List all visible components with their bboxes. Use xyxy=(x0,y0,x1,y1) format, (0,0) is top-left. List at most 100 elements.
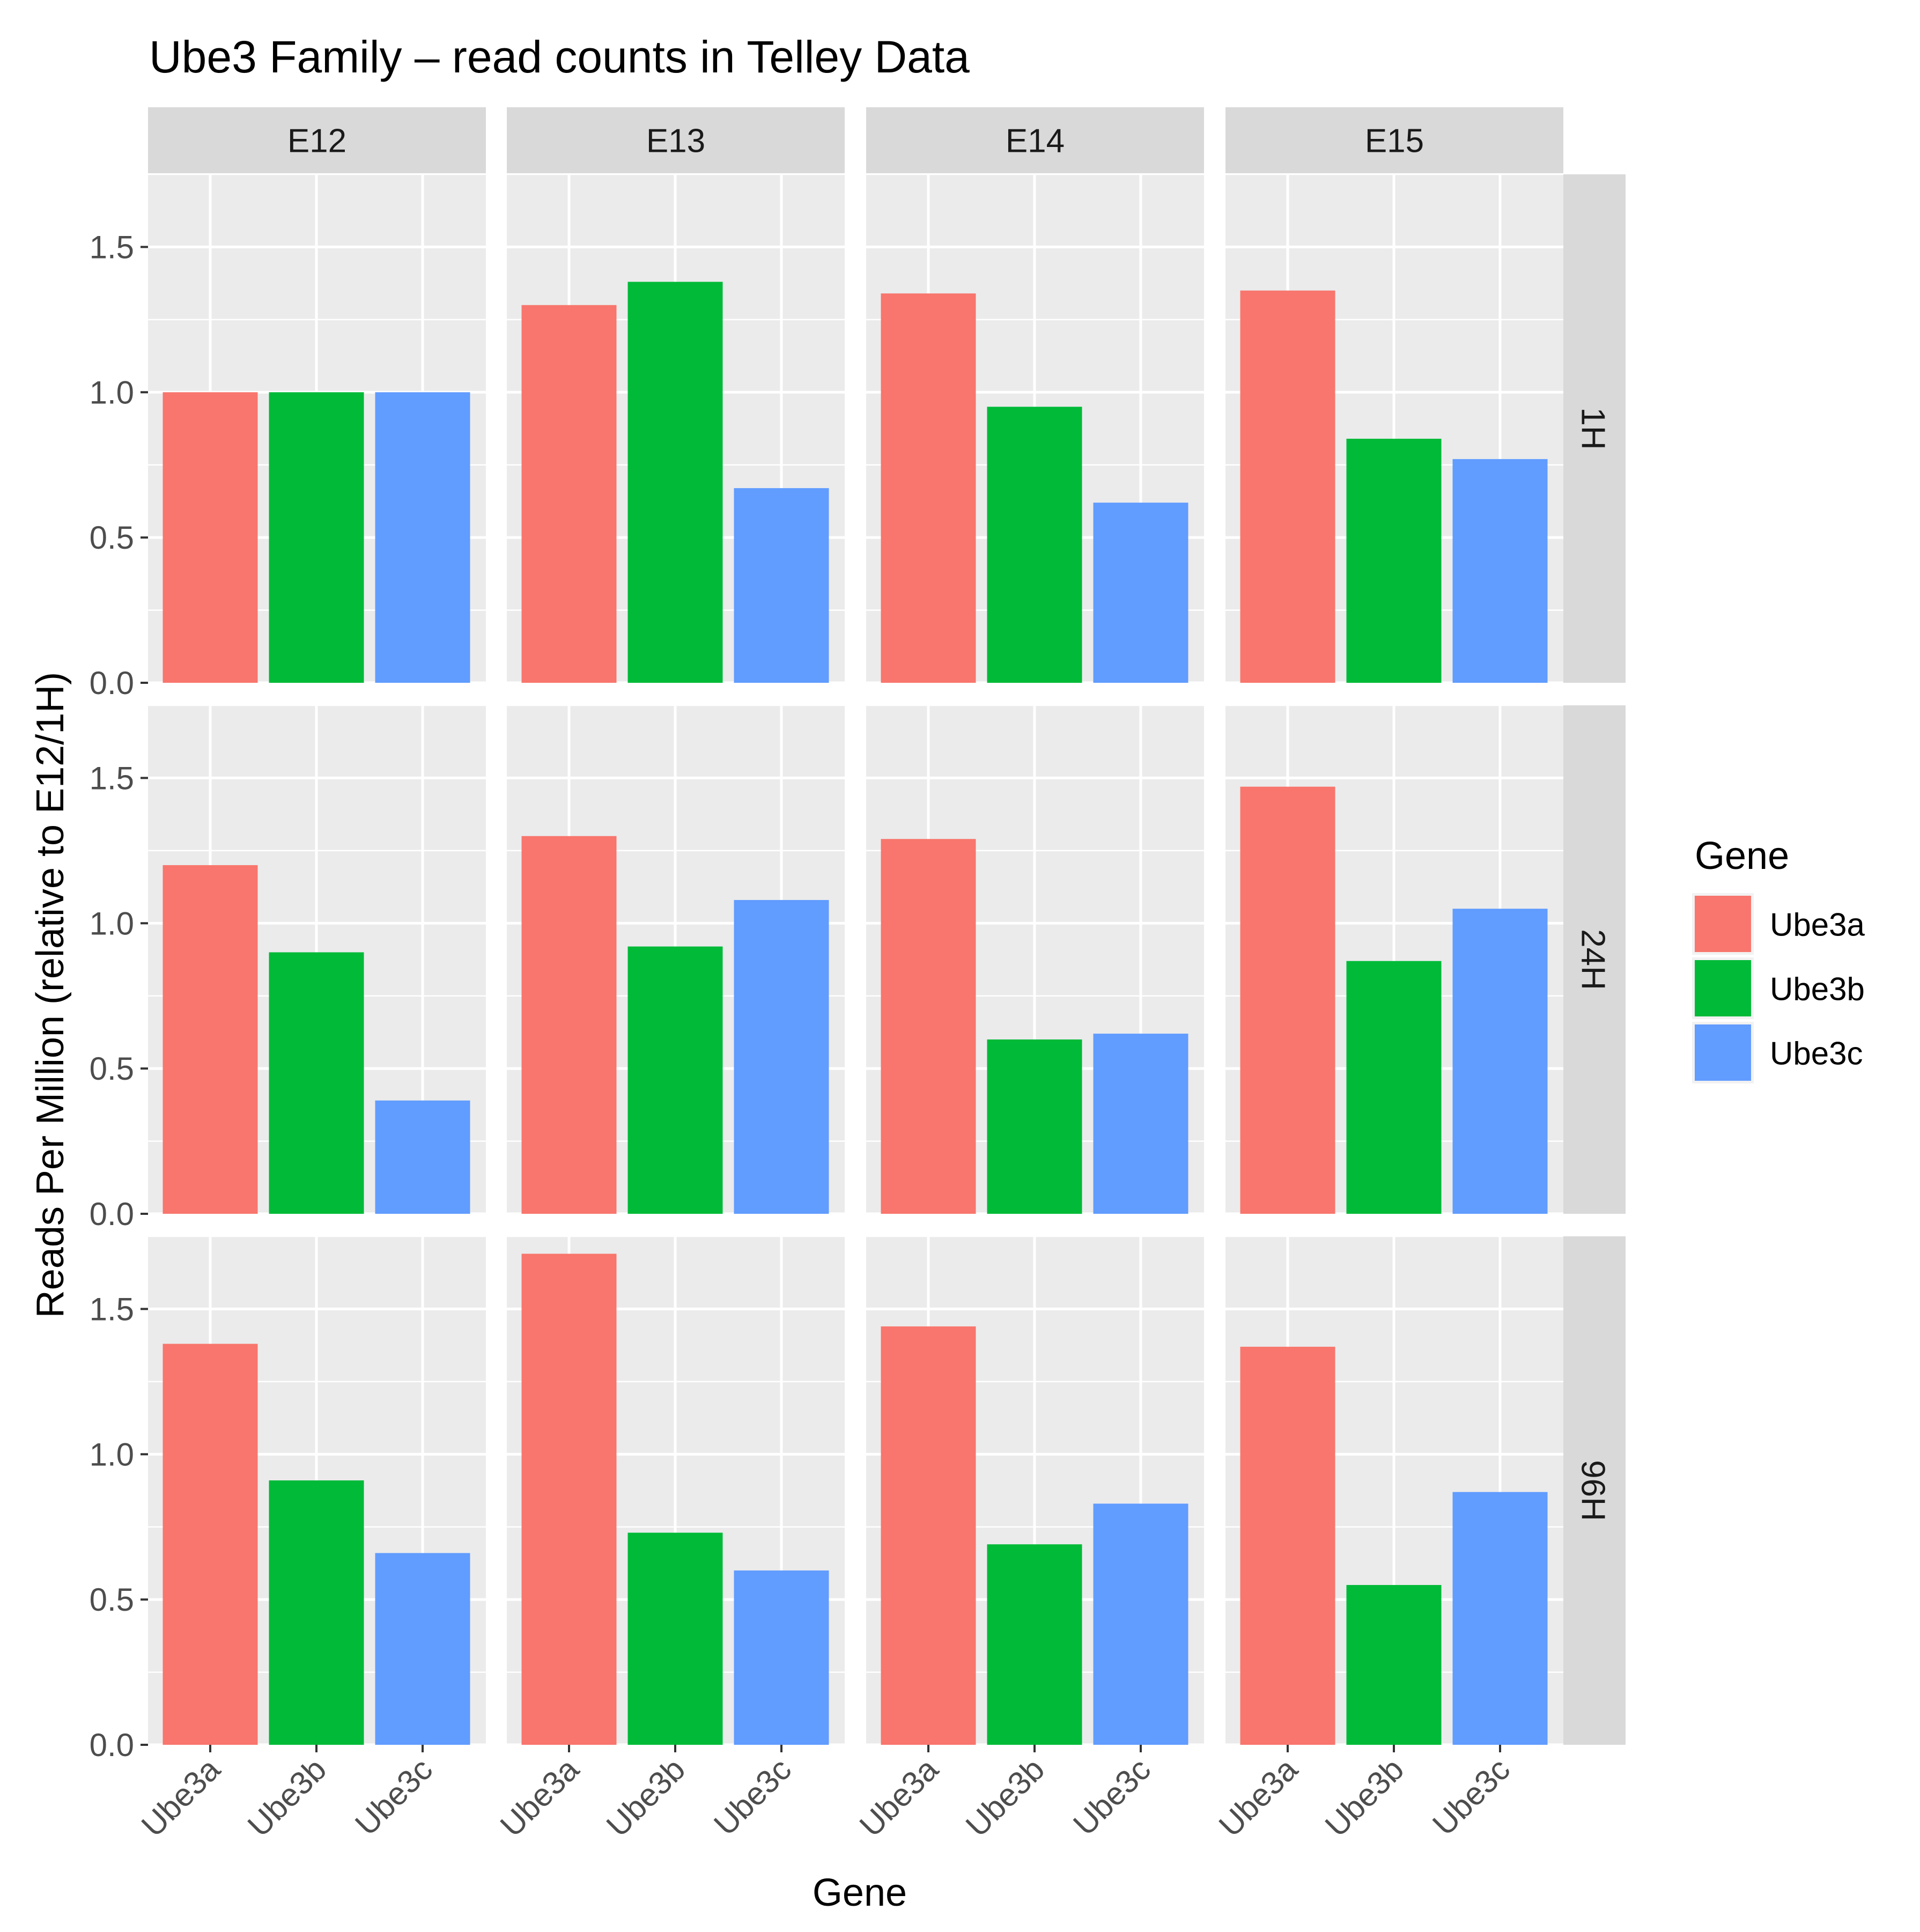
y-tick-label: 1.0 xyxy=(90,374,134,410)
y-axis-1h: 0.0 0.5 1.0 1.5 xyxy=(90,229,148,701)
bar-ube3c xyxy=(375,1553,470,1745)
legend: Gene Ube3a Ube3b Ube3c xyxy=(1692,835,1865,1083)
legend-item-ube3b: Ube3b xyxy=(1692,957,1865,1019)
facet-column-strip-e12: E12 xyxy=(148,107,486,173)
y-tick-label: 1.0 xyxy=(90,905,134,941)
bar-ube3b xyxy=(269,392,364,683)
facet-column-label: E12 xyxy=(287,123,346,160)
panel-e15-96h xyxy=(1225,1235,1563,1746)
legend-swatch-ube3c xyxy=(1695,1024,1751,1081)
legend-label: Ube3a xyxy=(1770,907,1865,943)
facet-column-label: E13 xyxy=(646,123,705,160)
bar-ube3c xyxy=(1093,1034,1188,1214)
panel-e14-96h xyxy=(866,1235,1204,1746)
facet-column-strip-e15: E15 xyxy=(1225,107,1563,173)
panel-e15-24h xyxy=(1225,704,1563,1215)
legend-swatch-ube3b xyxy=(1695,960,1751,1016)
facet-row-strip-96h: 96H xyxy=(1562,1236,1626,1745)
bar-ube3b xyxy=(627,282,723,683)
x-axis-title: Gene xyxy=(813,1871,907,1914)
strip-background xyxy=(866,107,1204,173)
bar-ube3a xyxy=(163,865,258,1214)
bar-ube3c xyxy=(1452,909,1548,1214)
bar-ube3c xyxy=(734,899,829,1214)
bar-ube3a xyxy=(881,839,976,1214)
facet-column-strip-e14: E14 xyxy=(866,107,1204,173)
panel-e13-96h xyxy=(507,1235,845,1746)
bar-ube3a xyxy=(1240,1346,1335,1745)
facet-column-label: E15 xyxy=(1365,123,1424,160)
panel-e12-96h xyxy=(148,1235,486,1746)
bar-ube3b xyxy=(1346,1585,1442,1745)
bar-ube3b xyxy=(987,1544,1082,1745)
facet-row-label: 24H xyxy=(1575,929,1612,990)
bar-ube3a xyxy=(1240,786,1335,1214)
legend-label: Ube3c xyxy=(1770,1036,1863,1072)
panel-e14-1h xyxy=(866,173,1204,684)
bar-ube3a xyxy=(163,392,258,683)
strip-background xyxy=(1562,705,1626,1214)
bar-ube3c xyxy=(1452,459,1548,683)
bar-ube3c xyxy=(1093,503,1188,683)
y-axis-96h: 0.0 0.5 1.0 1.5 xyxy=(90,1291,148,1763)
facet-row-strip-24h: 24H xyxy=(1562,705,1626,1214)
legend-entries: Ube3a Ube3b Ube3c xyxy=(1692,893,1865,1083)
strip-background xyxy=(1562,1236,1626,1745)
panel-e12-24h xyxy=(148,704,486,1215)
strip-background xyxy=(1562,174,1626,683)
facet-row-label: 96H xyxy=(1575,1460,1612,1521)
strip-background xyxy=(1225,107,1563,173)
bar-ube3b xyxy=(987,1039,1082,1214)
facet-row-strip-1h: 1H xyxy=(1562,174,1626,683)
chart-title: Ube3 Family – read counts in Telley Data xyxy=(149,32,970,82)
bar-ube3c xyxy=(1093,1503,1188,1745)
y-tick-label: 0.5 xyxy=(90,1051,134,1087)
bar-ube3a xyxy=(521,836,617,1214)
bar-ube3b xyxy=(269,952,364,1214)
legend-item-ube3c: Ube3c xyxy=(1692,1022,1863,1083)
y-axis-24h: 0.0 0.5 1.0 1.5 xyxy=(90,760,148,1232)
y-tick-label: 0.0 xyxy=(90,665,134,701)
y-axis-title: Reads Per Million (relative to E12/1H) xyxy=(29,672,72,1318)
bar-ube3a xyxy=(881,293,976,683)
bar-ube3b xyxy=(987,407,1082,683)
bar-ube3b xyxy=(627,1532,723,1745)
facet-column-label: E14 xyxy=(1006,123,1065,160)
y-tick-label: 0.5 xyxy=(90,1582,134,1618)
panel-e14-24h xyxy=(866,704,1204,1215)
y-tick-label: 0.0 xyxy=(90,1196,134,1232)
bar-ube3a xyxy=(163,1344,258,1745)
facet-row-label: 1H xyxy=(1575,407,1612,449)
panels-layer: E12 E13 E14 E15 1H 24H 96H 0.0 0.5 1.0 1.5 0.0 0.5 1.… xyxy=(90,107,1626,1843)
facet-column-strip-e13: E13 xyxy=(507,107,845,173)
bar-ube3a xyxy=(1240,290,1335,683)
y-tick-label: 1.5 xyxy=(90,1291,134,1327)
bar-ube3c xyxy=(375,392,470,683)
bar-ube3c xyxy=(375,1100,470,1214)
bar-ube3a xyxy=(521,1253,617,1745)
bar-ube3b xyxy=(269,1480,364,1745)
legend-swatch-ube3a xyxy=(1695,896,1751,952)
bar-ube3c xyxy=(734,488,829,683)
legend-title: Gene xyxy=(1695,835,1789,877)
strip-background xyxy=(148,107,486,173)
bar-ube3b xyxy=(1346,961,1442,1214)
bar-ube3a xyxy=(881,1326,976,1745)
y-tick-label: 1.5 xyxy=(90,229,134,265)
y-tick-label: 1.5 xyxy=(90,760,134,796)
panel-e13-1h xyxy=(507,173,845,684)
bar-ube3c xyxy=(1452,1492,1548,1745)
legend-label: Ube3b xyxy=(1770,971,1865,1007)
bar-ube3b xyxy=(1346,438,1442,683)
y-tick-label: 0.0 xyxy=(90,1727,134,1763)
legend-item-ube3a: Ube3a xyxy=(1692,893,1865,955)
panel-e13-24h xyxy=(507,704,845,1215)
panel-e15-1h xyxy=(1225,173,1563,684)
bar-ube3c xyxy=(734,1570,829,1745)
panel-e12-1h xyxy=(148,173,486,684)
bar-ube3a xyxy=(521,305,617,683)
bar-ube3b xyxy=(627,946,723,1214)
strip-background xyxy=(507,107,845,173)
